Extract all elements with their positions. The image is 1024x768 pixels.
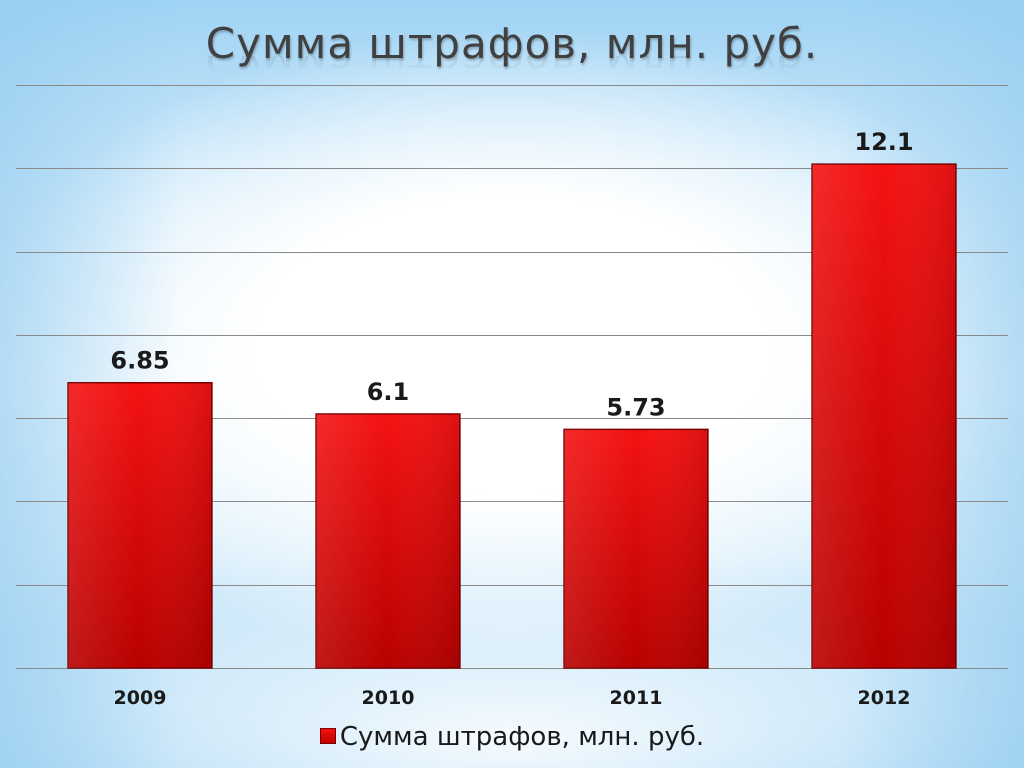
x-tick-2012: 2012 (858, 687, 911, 709)
legend: Сумма штрафов, млн. руб. (0, 722, 1024, 752)
data-labels: 6.85 6.1 5.73 12.1 (110, 128, 913, 421)
x-tick-2009: 2009 (114, 687, 167, 709)
bars (67, 163, 957, 669)
legend-label: Сумма штрафов, млн. руб. (339, 722, 705, 752)
bar-shine-2009 (68, 382, 212, 668)
data-label-2011: 5.73 (606, 393, 665, 421)
bar-shine-2010 (316, 413, 460, 668)
legend-swatch (319, 727, 336, 744)
data-label-2010: 6.1 (367, 378, 410, 406)
chart-title: Сумма штрафов, млн. руб. (205, 19, 819, 68)
bar-shine-2012 (812, 164, 956, 668)
data-label-2009: 6.85 (110, 347, 169, 375)
chart-title-block: Сумма штрафов, млн. руб. Сумма штрафов, … (0, 14, 1024, 74)
x-tick-2010: 2010 (362, 687, 415, 709)
data-label-2012: 12.1 (854, 128, 913, 156)
x-axis-ticks: 2009 2010 2011 2012 (114, 687, 911, 709)
x-tick-2011: 2011 (610, 687, 663, 709)
bar-shine-2011 (564, 429, 708, 668)
